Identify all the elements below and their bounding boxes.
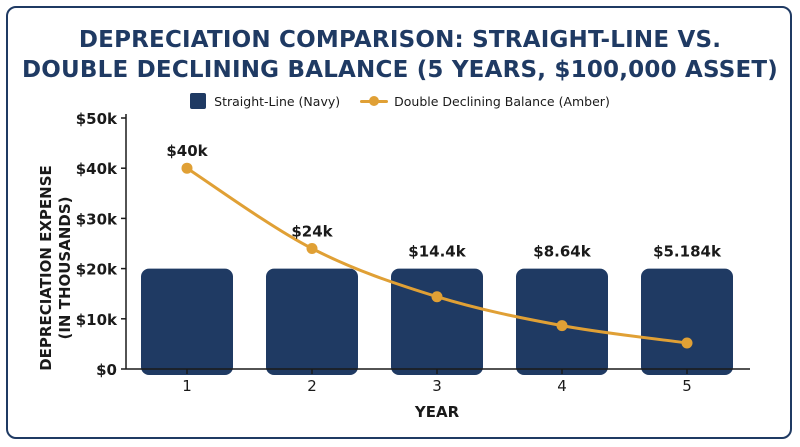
legend-swatch-line	[360, 93, 389, 109]
data-label: $8.64k	[533, 243, 591, 261]
ddb-point	[681, 337, 693, 349]
y-tick-label: $10k	[76, 311, 118, 329]
chart-title-line-1: DEPRECIATION COMPARISON: STRAIGHT-LINE V…	[78, 27, 722, 53]
bar-straight-line	[141, 268, 233, 375]
data-label: $24k	[291, 223, 333, 241]
y-axis-label-line-2: (IN THOUSANDS)	[56, 196, 74, 339]
y-tick-label: $20k	[76, 261, 118, 279]
ddb-point	[306, 243, 318, 255]
y-tick-label: $0	[96, 361, 117, 379]
data-label: $40k	[166, 142, 208, 160]
legend-item-straight-line: Straight-Line (Navy)	[190, 93, 340, 109]
x-tick-label: 4	[557, 377, 567, 395]
chart-title-line-2: DOUBLE DECLINING BALANCE (5 YEARS, $100,…	[22, 57, 778, 83]
bar-straight-line	[391, 268, 483, 375]
data-label: $14.4k	[408, 243, 466, 261]
legend-label-ddb: Double Declining Balance (Amber)	[394, 93, 610, 109]
x-tick-label: 5	[682, 377, 692, 395]
bar-straight-line	[641, 268, 733, 375]
y-axis-label-line-1: DEPRECIATION EXPENSE	[37, 165, 55, 371]
x-axis-label: YEAR	[414, 403, 460, 421]
x-tick-label: 3	[432, 377, 442, 395]
legend: Straight-Line (Navy) Double Declining Ba…	[0, 93, 800, 109]
y-tick-label: $40k	[76, 160, 118, 178]
data-label: $5.184k	[653, 243, 722, 261]
x-tick-label: 2	[307, 377, 317, 395]
y-tick-label: $50k	[76, 110, 118, 128]
y-tick-label: $30k	[76, 210, 118, 228]
legend-label-straight-line: Straight-Line (Navy)	[214, 93, 341, 109]
ddb-point	[181, 162, 193, 174]
x-tick-label: 1	[182, 377, 192, 395]
ddb-point	[556, 320, 568, 332]
legend-item-ddb: Double Declining Balance (Amber)	[360, 93, 610, 109]
ddb-point	[431, 291, 443, 303]
legend-swatch-bar	[190, 93, 207, 109]
bar-straight-line	[266, 268, 358, 375]
